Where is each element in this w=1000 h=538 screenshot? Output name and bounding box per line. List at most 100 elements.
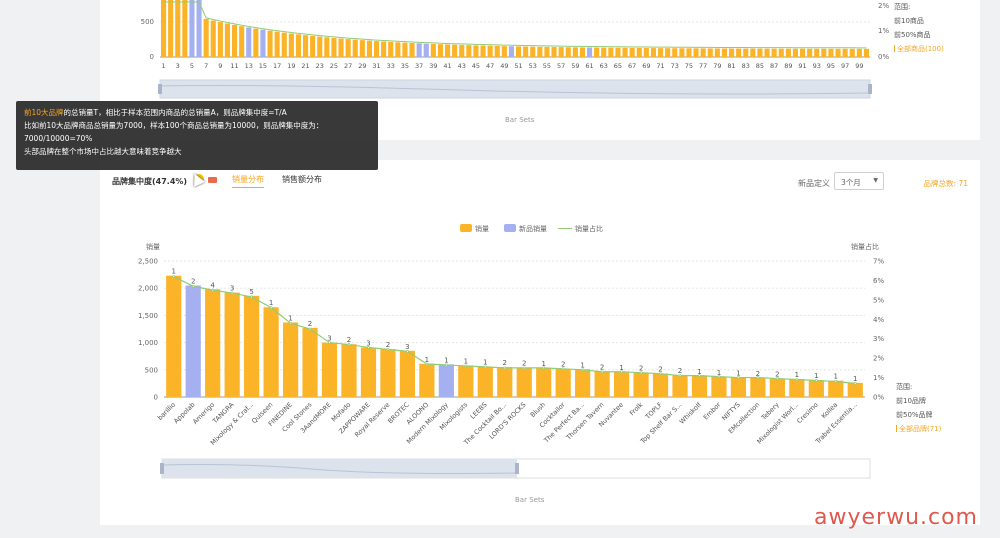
- top-x-tick-label: 97: [841, 62, 849, 70]
- legend-new-sales-label: 新品销量: [519, 225, 547, 233]
- top-bar: [672, 48, 678, 57]
- top-bar: [430, 43, 436, 57]
- top-range-option-top10[interactable]: 前10商品: [894, 17, 924, 25]
- top-bar: [295, 34, 302, 57]
- bar-label: 2: [639, 365, 643, 373]
- new-product-period-select[interactable]: 3个月 ▼: [834, 172, 884, 190]
- top-bar: [466, 45, 472, 57]
- bar-label: 1: [853, 375, 857, 383]
- y-tick-label: 0: [154, 394, 158, 402]
- bar: [438, 364, 454, 397]
- top-bar: [160, 0, 167, 57]
- top-bar: [629, 47, 635, 57]
- top-bar: [785, 48, 791, 57]
- share-point: [191, 284, 195, 288]
- top-slider-shadow-line: [159, 85, 871, 95]
- top-x-tick-label: 43: [458, 62, 466, 70]
- bar-label: 1: [172, 268, 176, 276]
- top-bar: [700, 48, 706, 57]
- top-bar: [821, 48, 827, 57]
- bar: [652, 373, 669, 397]
- share-point: [230, 291, 234, 295]
- y2-tick-label: 5%: [873, 296, 884, 304]
- top-bar: [388, 41, 394, 57]
- bar-label: 2: [191, 277, 195, 285]
- share-point: [581, 368, 585, 372]
- bar-label: 1: [444, 356, 448, 364]
- info-icon[interactable]: [194, 174, 204, 184]
- bar: [711, 376, 727, 397]
- bar-label: 1: [795, 371, 799, 379]
- legend-sales-label: 销量: [475, 225, 489, 233]
- y-tick-label: 500: [145, 366, 158, 374]
- top-bar: [196, 0, 202, 57]
- bar-label: 1: [834, 373, 838, 381]
- top-x-tick-label: 71: [656, 62, 664, 70]
- top-x-tick-label: 65: [614, 62, 622, 70]
- top-bar: [586, 47, 593, 57]
- top-bar: [452, 44, 458, 57]
- share-point: [698, 374, 701, 378]
- concentration-title: 品牌集中度(47.4%): [112, 177, 188, 186]
- top-bar: [281, 32, 287, 57]
- top-range-panel: 范围: 前10商品 前50%商品 全部商品(100): [894, 0, 944, 56]
- legend-new-sales-swatch: [504, 224, 516, 232]
- legend-share[interactable]: 销量占比: [558, 224, 603, 234]
- bar: [321, 342, 338, 397]
- top-bar: [643, 48, 649, 57]
- y-tick-label: 2,500: [138, 258, 158, 266]
- top-slider-handle-left: [158, 84, 162, 94]
- legend-sales[interactable]: 销量: [460, 224, 489, 234]
- top-x-tick-label: 67: [628, 62, 636, 70]
- top-x-tick-label: 95: [827, 62, 835, 70]
- range-option-all[interactable]: 全部品牌(71): [896, 422, 941, 436]
- y2-tick-label: 6%: [873, 277, 884, 285]
- top-bar: [856, 48, 862, 57]
- tooltip-highlight: 前10大品牌: [24, 108, 64, 117]
- top-x-tick-label: 49: [500, 62, 508, 70]
- top-bar: [778, 48, 784, 57]
- top-bar: [231, 24, 238, 57]
- top-x-tick-label: 61: [585, 62, 593, 70]
- share-point: [795, 378, 799, 381]
- bar: [224, 292, 240, 397]
- top-bar: [750, 48, 756, 57]
- top-bar: [594, 47, 600, 57]
- top-range-option-top50[interactable]: 前50%商品: [894, 31, 931, 39]
- top-bar: [686, 48, 692, 57]
- range-option-top50[interactable]: 前50%品牌: [896, 411, 933, 419]
- tab-revenue-distribution[interactable]: 销售额分布: [282, 175, 322, 184]
- top-bar: [267, 30, 273, 57]
- top-range-option-all[interactable]: 全部商品(100): [894, 42, 944, 56]
- share-point: [678, 374, 682, 378]
- bar: [282, 322, 299, 397]
- bar-label: 2: [678, 367, 682, 375]
- share-point: [600, 370, 604, 374]
- top-x-tick-label: 69: [642, 62, 650, 70]
- top-bar: [359, 40, 365, 57]
- tab-sales-distribution[interactable]: 销量分布: [232, 174, 264, 188]
- top-bar: [288, 33, 294, 57]
- top-x-tick-label: 45: [472, 62, 480, 70]
- bar: [263, 307, 279, 397]
- legend-new-sales[interactable]: 新品销量: [504, 224, 547, 234]
- top-y2-tick-label: 0%: [878, 53, 889, 61]
- bar: [341, 344, 357, 397]
- brand-concentration-card: 品牌集中度(47.4%) 销量分布 销售额分布 新品定义 3个月 ▼ 品牌总数:…: [100, 160, 980, 525]
- bar: [166, 275, 182, 397]
- share-point: [659, 372, 662, 376]
- range-option-top10[interactable]: 前10品牌: [896, 397, 926, 405]
- top-x-tick-label: 47: [486, 62, 494, 70]
- top-x-tick-label: 55: [543, 62, 551, 70]
- top-bar: [714, 48, 720, 57]
- video-icon[interactable]: [208, 177, 217, 183]
- bar: [769, 378, 785, 397]
- y2-tick-label: 7%: [873, 258, 884, 266]
- top-bar: [650, 48, 657, 57]
- top-x-tick-label: 31: [372, 62, 380, 70]
- top-slider-label: Bar Sets: [505, 116, 535, 124]
- top-y2-tick-label: 1%: [878, 27, 889, 35]
- y2-tick-label: 2%: [873, 355, 884, 363]
- bar: [477, 366, 493, 397]
- top-bar: [494, 45, 500, 57]
